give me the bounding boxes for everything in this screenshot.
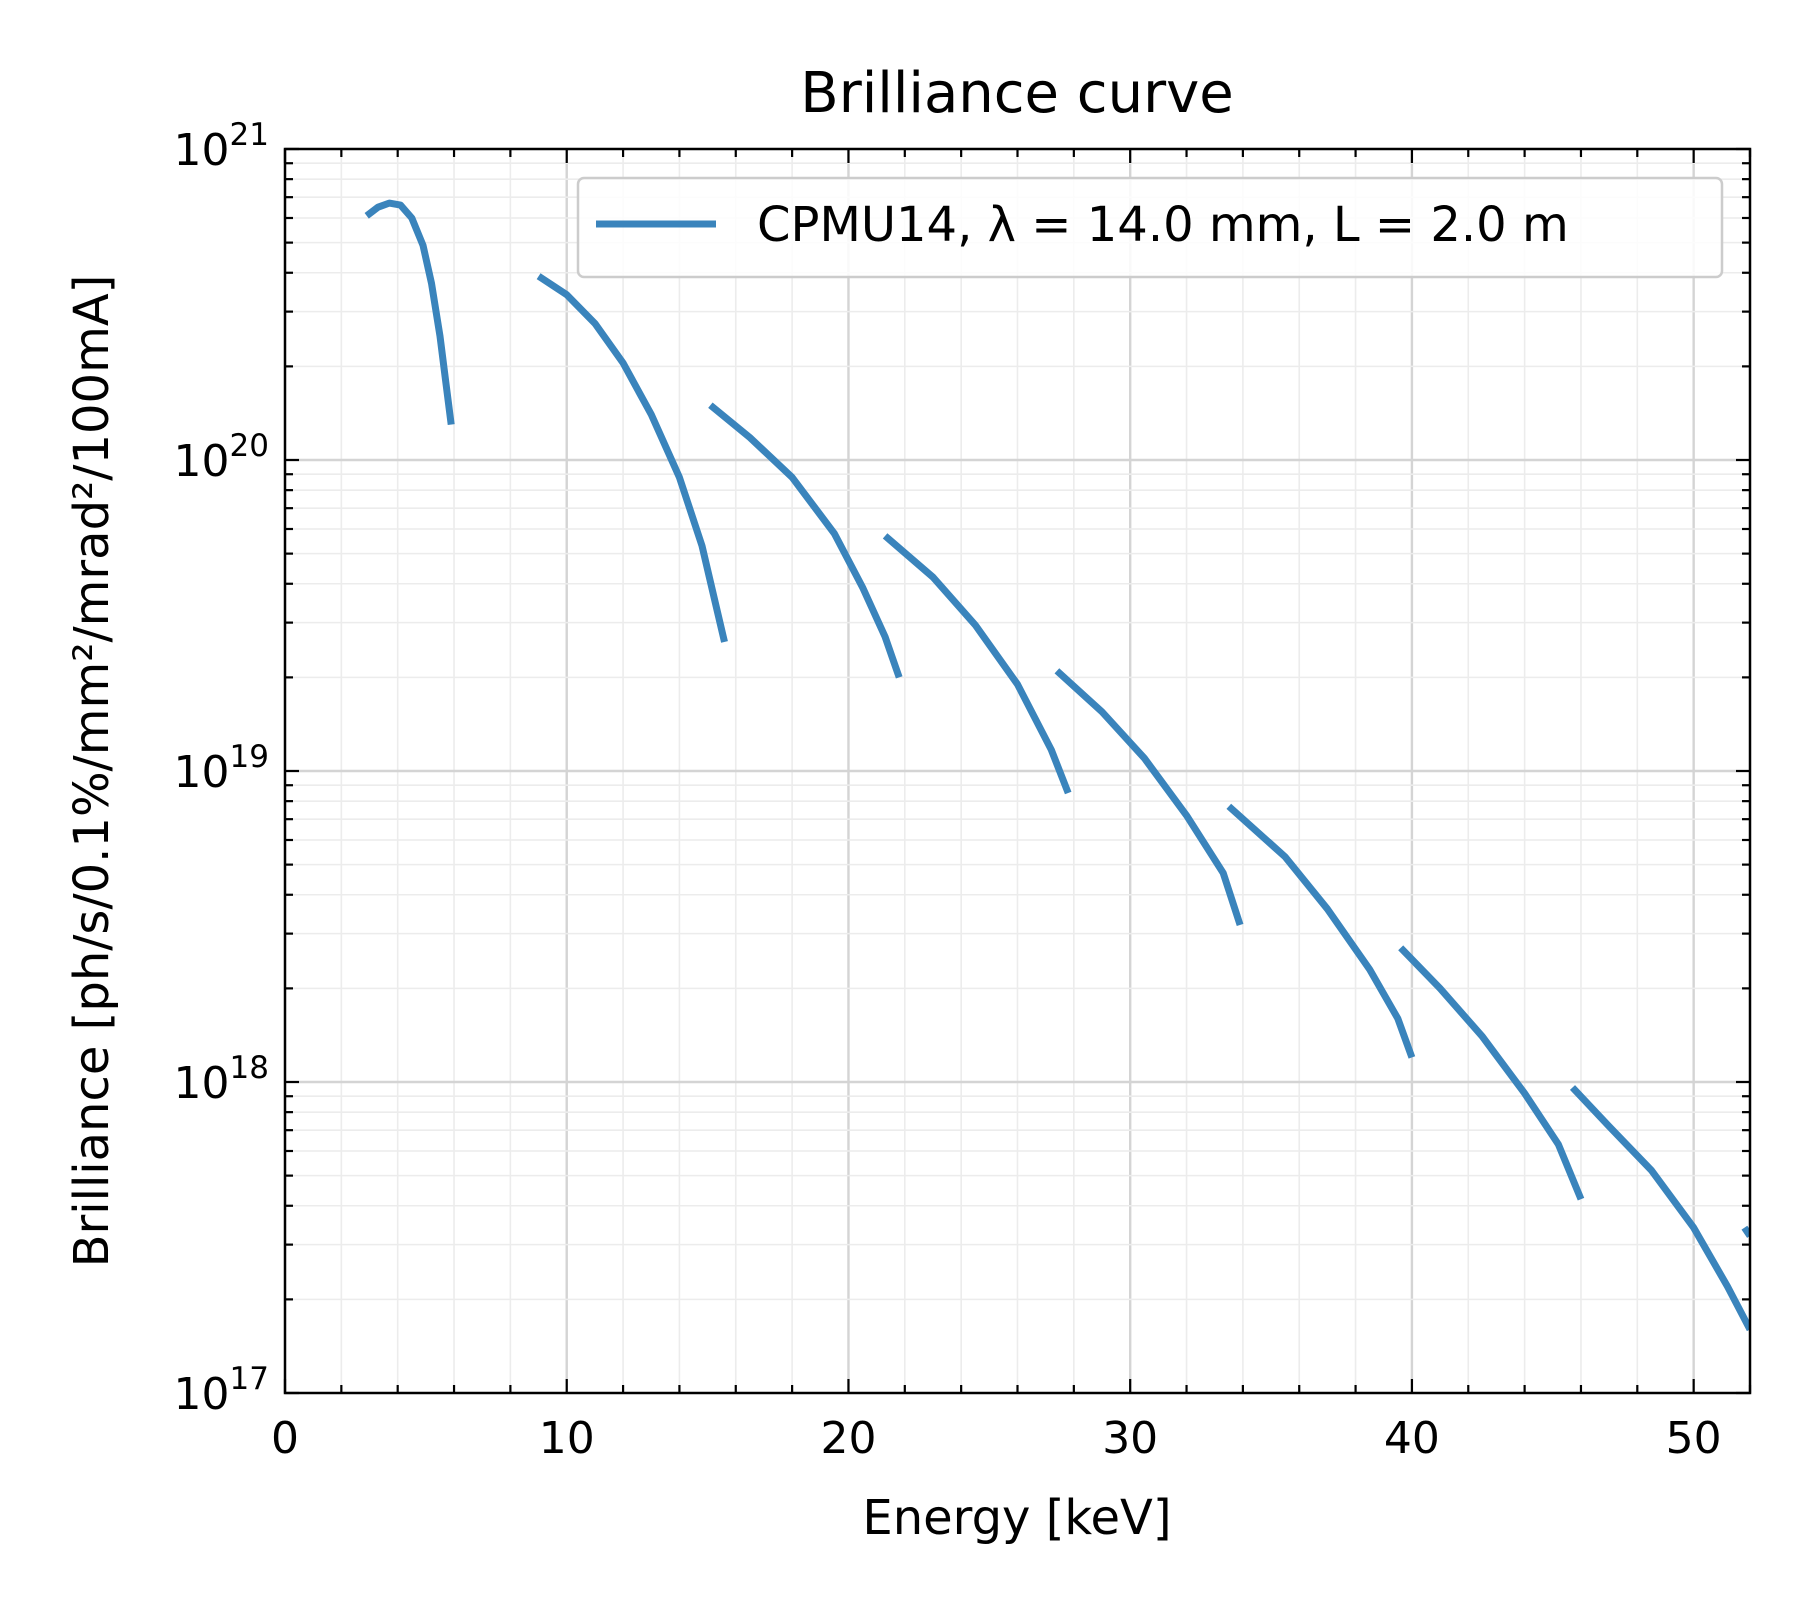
y-tick-label: 1019 xyxy=(174,739,269,798)
series-line-harmonic-4 xyxy=(882,533,1072,795)
series-line-harmonic-2 xyxy=(536,273,728,643)
legend-label: CPMU14, λ = 14.0 mm, L = 2.0 m xyxy=(757,197,1569,253)
series-line-harmonic-1 xyxy=(364,199,455,426)
x-tick-label: 50 xyxy=(1666,1413,1722,1464)
y-tick-label: 1021 xyxy=(174,117,269,176)
series-line-harmonic-6 xyxy=(1226,803,1416,1059)
legend-box xyxy=(576,176,1724,279)
y-axis-label: Brilliance [ph/s/0.1%/mm²/mrad²/100mA] xyxy=(64,275,120,1268)
plot-frame xyxy=(283,147,1752,1395)
series-line-harmonic-8 xyxy=(1569,1085,1750,1332)
chart-title: Brilliance curve xyxy=(800,61,1233,126)
series-line-harmonic-5 xyxy=(1054,668,1244,926)
x-tick-label: 40 xyxy=(1384,1413,1440,1464)
y-tick-label: 1017 xyxy=(174,1361,269,1420)
x-tick-label: 0 xyxy=(271,1413,299,1464)
x-tick-label: 20 xyxy=(820,1413,876,1464)
y-tick-label: 1020 xyxy=(174,428,269,487)
legend: CPMU14, λ = 14.0 mm, L = 2.0 m xyxy=(576,176,1724,279)
x-tick-label: 10 xyxy=(539,1413,595,1464)
x-tick-label: 30 xyxy=(1102,1413,1158,1464)
y-tick-label: 1018 xyxy=(174,1050,269,1109)
series-line-harmonic-3 xyxy=(708,402,903,679)
series-line-harmonic-7 xyxy=(1398,945,1585,1201)
x-axis-label: Energy [keV] xyxy=(862,1490,1171,1546)
